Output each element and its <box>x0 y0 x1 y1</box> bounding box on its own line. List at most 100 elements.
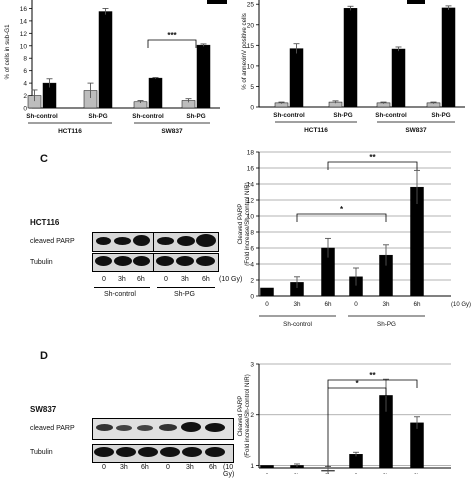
x-tick-label: 0 <box>354 301 358 308</box>
blot-band <box>114 256 132 266</box>
y-tick-label: 16 <box>247 166 255 173</box>
blot-c-lane: 0 <box>102 276 106 283</box>
blot-band <box>176 256 194 266</box>
y-tick-label: 5 <box>250 84 254 91</box>
y-tick-label: 10 <box>247 63 255 70</box>
blot-band <box>196 234 216 247</box>
blot-d-lane: 6h <box>209 464 217 471</box>
y-tick-label: 1 <box>250 463 254 470</box>
blot-band <box>182 447 202 457</box>
chart-top-left: 0 2 4 6 8 10 12 14 16 % of cells in sub-G1 Sh-cont… <box>4 0 227 135</box>
y-axis-label: % of cells in sub-G1 <box>4 24 11 80</box>
y-tick-label: 12 <box>247 198 255 205</box>
y-tick-label: 0 <box>250 294 254 301</box>
blot-d-cell-line: SW837 <box>30 405 57 414</box>
y-tick-label: 4 <box>23 81 27 88</box>
blot-band <box>196 256 215 266</box>
y-tick-label: 14 <box>20 18 28 25</box>
y-tick-label: 20 <box>247 22 255 29</box>
blot-band <box>116 425 132 431</box>
group-label: Sh-PG <box>377 321 396 328</box>
y-tick-label: 8 <box>23 56 27 63</box>
significance-bracket <box>327 387 387 467</box>
group-label: Sh-control <box>283 321 312 328</box>
blot-c-dose: (10 Gy) <box>219 276 243 283</box>
bar <box>98 11 113 109</box>
blot-band <box>160 447 180 457</box>
chart-panel-d: 1 2 3 Cleaved PARP (Fold increase/Sh-control… <box>237 362 451 474</box>
bar <box>260 465 274 469</box>
x-tick-label: 3h <box>293 301 301 308</box>
y-tick-label: 3 <box>250 362 254 369</box>
x-tick-label: 6h <box>413 301 421 308</box>
blot-c: HCT116 cleaved PARP Tubulin 0 3h 6h 0 3h… <box>30 218 245 313</box>
y-tick-label: 8 <box>250 230 254 237</box>
blot-c-lane: 3h <box>118 276 126 283</box>
dose-label: (10 Gy) <box>451 302 471 308</box>
bar <box>196 44 211 109</box>
blot-band <box>177 236 195 246</box>
significance-bracket <box>147 39 197 48</box>
significance-bracket <box>327 379 418 388</box>
x-tick-label: Sh-control <box>26 113 58 120</box>
chart-top-right: 0 5 10 15 20 25 % of annexinV positive cells Sh… <box>241 0 465 134</box>
blot-band <box>205 423 225 432</box>
blot-c-group-line <box>94 287 150 288</box>
x-tick-label: Sh-PG <box>333 112 352 119</box>
blot-band <box>96 424 113 431</box>
x-tick-label: 0 <box>265 301 269 308</box>
x-tick-label: Sh-control <box>273 112 305 119</box>
y-axis-label: % of annexinV positive cells <box>241 13 248 90</box>
y-tick-label: 10 <box>247 214 255 221</box>
blot-c-lane: 6h <box>202 276 210 283</box>
y-axis-label: (Fold increase/Sh-control NIR) <box>244 374 251 458</box>
blot-band <box>205 447 225 457</box>
blot-d-lane: 0 <box>102 464 106 471</box>
y-tick-label: 15 <box>247 43 255 50</box>
blot-d-lane: 0 <box>166 464 170 471</box>
y-axis-label: Cleaved PARP <box>237 396 244 437</box>
bar <box>441 7 456 108</box>
significance-label: * <box>340 205 344 214</box>
significance-label: *** <box>167 31 177 40</box>
blot-d-lane: 3h <box>186 464 194 471</box>
blot-band <box>133 235 150 246</box>
group-label: SW837 <box>161 128 183 135</box>
y-tick-label: 6 <box>23 68 27 75</box>
blot-band <box>96 237 111 245</box>
y-tick-label: 6 <box>250 246 254 253</box>
y-tick-label: 14 <box>247 182 255 189</box>
y-tick-label: 12 <box>20 31 28 38</box>
y-tick-label: 2 <box>23 93 27 100</box>
bar <box>391 48 406 108</box>
blot-c-lane: 0 <box>164 276 168 283</box>
blot-band <box>114 237 131 245</box>
bar <box>289 48 304 108</box>
y-tick-label: 16 <box>20 6 28 13</box>
x-tick-label: Sh-PG <box>88 113 107 120</box>
blot-band <box>138 447 158 457</box>
significance-label: * <box>355 379 359 388</box>
y-tick-label: 0 <box>23 106 27 113</box>
y-tick-label: 10 <box>20 43 28 50</box>
blot-band <box>159 424 177 431</box>
panel-letter-d: D <box>40 350 48 362</box>
legend-swatch <box>407 0 425 4</box>
x-tick-label: 3h <box>382 301 390 308</box>
x-tick-label: 6h <box>324 301 332 308</box>
x-tick-label: Sh-PG <box>186 113 205 120</box>
chart-panel-c: 0 2 4 6 8 10 12 14 16 18 Cleaved PARP (Fold increas… <box>237 150 471 329</box>
group-label: HCT116 <box>304 127 328 134</box>
x-tick-label: Sh-control <box>375 112 407 119</box>
blot-c-group-label: Sh-control <box>104 291 136 298</box>
x-tick-label: Sh-PG <box>431 112 450 119</box>
y-tick-label: 0 <box>250 105 254 112</box>
blot-c-group-line <box>157 287 215 288</box>
y-tick-label: 18 <box>247 150 255 157</box>
bar <box>260 287 274 297</box>
panel-letter-c: C <box>40 153 48 165</box>
blot-c-group-label: Sh-PG <box>174 291 196 298</box>
blot-band <box>133 256 150 266</box>
blot-d-lane: 3h <box>120 464 128 471</box>
y-tick-label: 2 <box>250 412 254 419</box>
